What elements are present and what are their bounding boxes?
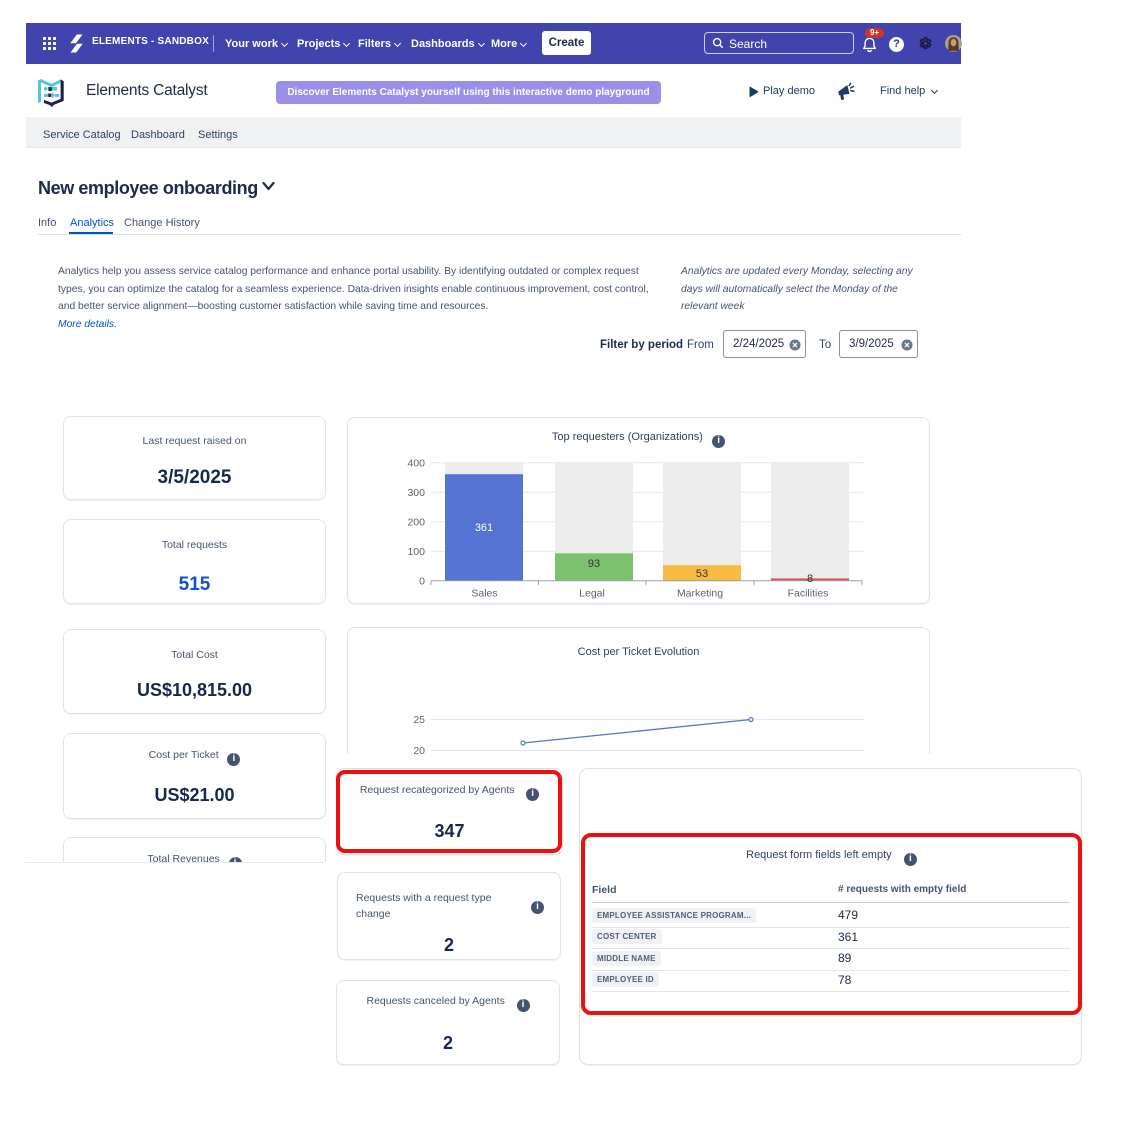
svg-text:53: 53 xyxy=(696,568,708,580)
svg-text:400: 400 xyxy=(407,458,425,470)
svg-text:Marketing: Marketing xyxy=(677,588,723,600)
svg-text:361: 361 xyxy=(475,522,493,534)
svg-text:Legal: Legal xyxy=(579,588,605,600)
svg-text:300: 300 xyxy=(407,487,425,499)
svg-text:25: 25 xyxy=(413,714,425,726)
svg-text:200: 200 xyxy=(407,517,425,529)
svg-text:Facilities: Facilities xyxy=(788,588,829,600)
svg-text:20: 20 xyxy=(413,745,425,754)
svg-text:Sales: Sales xyxy=(471,588,497,600)
svg-text:93: 93 xyxy=(588,558,600,570)
svg-text:0: 0 xyxy=(419,576,425,588)
svg-text:100: 100 xyxy=(407,546,425,558)
svg-text:8: 8 xyxy=(807,573,813,585)
